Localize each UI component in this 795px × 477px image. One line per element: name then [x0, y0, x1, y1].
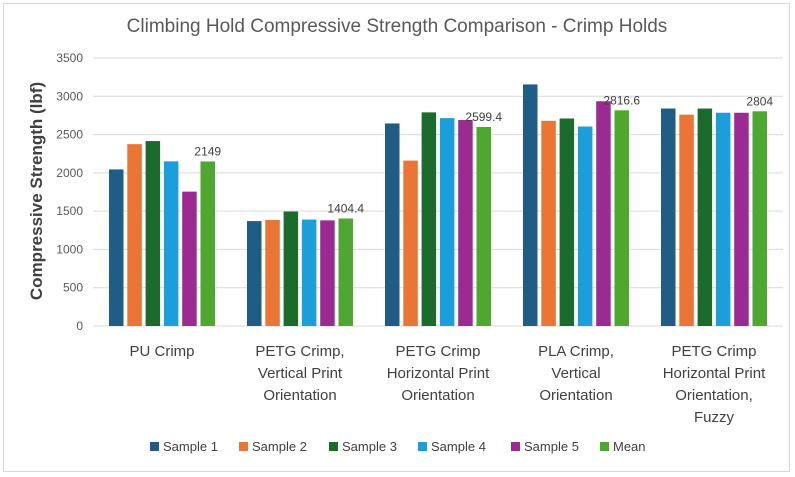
- bar: [421, 112, 437, 326]
- legend-label: Sample 2: [252, 439, 307, 454]
- data-label: 2599.4: [465, 110, 502, 124]
- bar: [476, 126, 491, 326]
- bar: [661, 108, 676, 326]
- data-label: 1404.4: [327, 201, 364, 215]
- legend-label: Sample 1: [163, 439, 218, 454]
- bar: [734, 112, 749, 327]
- bar: [385, 123, 400, 327]
- x-category-label: PETG Crimp, Vertical Print Orientation: [255, 343, 344, 404]
- bar: [403, 160, 418, 326]
- y-axis-label: Compressive Strength (lbf): [27, 82, 46, 300]
- x-category-line: Orientation: [401, 387, 474, 404]
- data-label: 2149: [194, 144, 221, 158]
- bar: [247, 221, 262, 326]
- legend-swatch: [150, 442, 159, 451]
- y-tick-label: 500: [63, 281, 83, 295]
- x-axis-categories: PU Crimp PETG Crimp, Vertical Print Orienta…: [129, 343, 766, 426]
- bar: [577, 126, 593, 326]
- bars: [109, 84, 767, 327]
- x-category-label: PLA Crimp, Vertical Orientation: [538, 343, 614, 404]
- legend-swatch: [329, 442, 338, 451]
- legend-swatch: [239, 442, 248, 451]
- bar: [697, 108, 713, 326]
- x-category-label: PU Crimp: [129, 343, 194, 360]
- x-category-line: Orientation: [263, 387, 336, 404]
- bar: [182, 191, 197, 326]
- bar: [265, 219, 280, 326]
- legend-label: Sample 5: [524, 439, 579, 454]
- bar: [596, 101, 611, 327]
- bar: [752, 111, 767, 326]
- bar: [200, 161, 215, 326]
- bar: [523, 84, 538, 326]
- y-tick-label: 2000: [56, 166, 83, 180]
- bar: [283, 211, 299, 326]
- y-tick-label: 1000: [56, 242, 83, 256]
- x-category-line: Fuzzy: [694, 409, 735, 426]
- y-tick-label: 3500: [56, 51, 83, 65]
- data-label: 2816.6: [603, 93, 640, 107]
- chart-title: Climbing Hold Compressive Strength Compa…: [127, 16, 668, 37]
- bar: [338, 218, 353, 326]
- legend-label: Sample 3: [342, 439, 397, 454]
- x-category-line: PU Crimp: [129, 343, 194, 360]
- legend: Sample 1 Sample 2 Sample 3 Sample 4 Sample 5…: [150, 439, 646, 454]
- data-label: 2804: [746, 94, 773, 108]
- x-category-line: Orientation: [539, 387, 612, 404]
- bar: [127, 144, 142, 326]
- legend-swatch: [600, 442, 609, 451]
- x-category-line: Horizontal Print: [663, 365, 766, 382]
- bar: [145, 141, 161, 326]
- x-category-label: PETG Crimp Horizontal Print Orientation: [387, 343, 490, 404]
- bar: [109, 169, 124, 326]
- bar: [614, 110, 629, 326]
- legend-swatch: [511, 442, 520, 451]
- y-tick-label: 3000: [56, 89, 83, 103]
- bar: [458, 120, 473, 326]
- legend-label: Sample 4: [431, 439, 486, 454]
- bar: [541, 120, 556, 326]
- legend-label: Mean: [613, 439, 646, 454]
- x-category-label: PETG Crimp Horizontal Print Orientation, Fu…: [663, 343, 766, 426]
- x-category-line: Vertical Print: [258, 365, 343, 382]
- bar: [679, 114, 694, 326]
- x-category-line: PETG Crimp: [671, 343, 756, 360]
- x-category-line: PETG Crimp,: [255, 343, 344, 360]
- x-category-line: Vertical: [551, 365, 600, 382]
- y-axis-ticks: 0 500 1000 1500 2000 2500 3000 3500: [56, 51, 83, 333]
- data-labels: 2149 1404.4 2599.4 2816.6 2804: [194, 93, 773, 215]
- x-category-line: PLA Crimp,: [538, 343, 614, 360]
- bar: [163, 161, 179, 326]
- bar: [559, 118, 575, 327]
- bar: [301, 219, 317, 326]
- legend-swatch: [418, 442, 427, 451]
- bar: [715, 112, 731, 327]
- x-category-line: PETG Crimp: [395, 343, 480, 360]
- y-tick-label: 1500: [56, 204, 83, 218]
- x-category-line: Orientation,: [675, 387, 753, 404]
- y-tick-label: 2500: [56, 128, 83, 142]
- y-tick-label: 0: [76, 319, 83, 333]
- bar: [320, 220, 335, 326]
- bar: [439, 118, 455, 326]
- x-category-line: Horizontal Print: [387, 365, 490, 382]
